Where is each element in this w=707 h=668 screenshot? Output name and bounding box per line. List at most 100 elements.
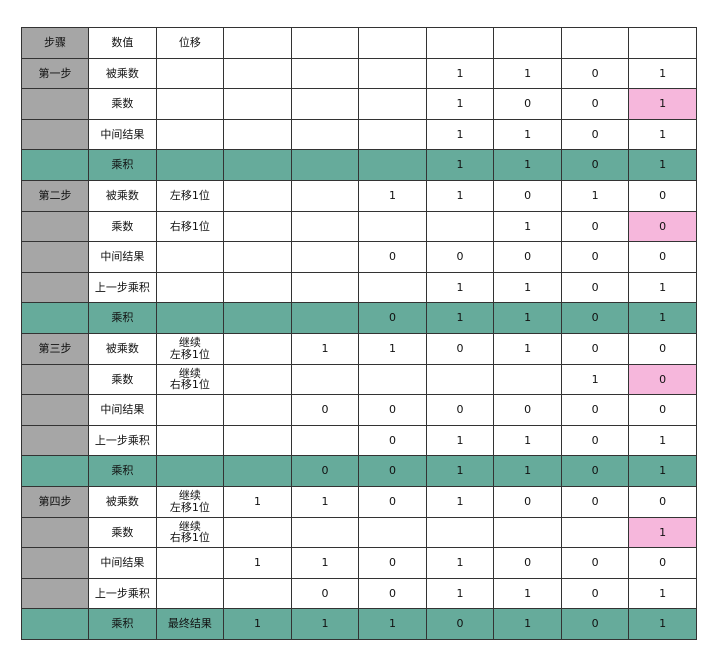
table-row: 乘数 1 0 0 1 [20,88,697,120]
bit-cell [560,27,630,59]
shift-cell [155,577,225,610]
bit-cell [358,363,427,396]
shift-cell [155,241,225,273]
value-label-cell: 被乘数 [88,57,157,90]
bit-cell: 0 [560,241,630,273]
bit-cell: 1 [560,179,630,212]
bit-cell: 1 [223,608,292,640]
bit-cell [223,332,292,365]
bit-cell [290,516,360,549]
table-row: 上一步乘积 0 0 1 1 0 1 [20,577,697,610]
table-row: 第三步 被乘数 继续 左移1位 1 1 0 1 0 0 [20,332,697,365]
bit-cell: 0 [560,210,630,243]
table-row: 上一步乘积 1 1 0 1 [20,271,697,304]
bit-cell [223,210,292,243]
value-label-cell: 中间结果 [88,394,157,426]
shift-cell [155,271,225,304]
bit-cell [425,516,495,549]
bit-cell [223,179,292,212]
bit-cell: 0 [290,455,360,487]
bit-cell: 1 [493,149,562,181]
bit-cell [358,516,427,549]
bit-cell: 0 [560,608,630,640]
step-cell [20,118,90,151]
bit-cell: 1 [358,608,427,640]
value-label-cell: 乘积 [88,608,157,640]
bit-cell [290,118,360,151]
shift-cell: 最终结果 [155,608,225,640]
value-label-cell: 乘数 [88,363,157,396]
bit-cell [425,27,495,59]
bit-cell: 0 [560,394,630,426]
bit-cell: 1 [425,179,495,212]
bit-cell [223,27,292,59]
product-row: 乘积 最终结果 1 1 1 0 1 0 1 [20,608,697,640]
step-cell [20,547,90,579]
step-cell [20,577,90,610]
shift-cell: 继续 右移1位 [155,516,225,549]
bit-cell [290,271,360,304]
bit-cell: 0 [290,394,360,426]
bit-cell: 1 [425,88,495,120]
bit-cell: 1 [425,455,495,487]
bit-cell [290,424,360,457]
step-cell [20,394,90,426]
step-cell [20,608,90,640]
shift-cell: 继续 左移1位 [155,332,225,365]
step-cell: 第二步 [20,179,90,212]
product-row: 乘积 0 0 1 1 0 1 [20,455,697,487]
bit-cell [358,271,427,304]
bit-cell [290,149,360,181]
table-row: 中间结果 1 1 0 1 [20,118,697,151]
bit-cell: 0 [493,485,562,518]
bit-cell: 0 [560,455,630,487]
table-row: 乘数 继续 右移1位 1 0 [20,363,697,396]
bit-cell: 0 [358,547,427,579]
shift-cell: 继续 右移1位 [155,363,225,396]
bit-cell [223,455,292,487]
bit-cell: 0 [493,547,562,579]
bit-cell: 1 [425,118,495,151]
bit-cell [290,210,360,243]
table-row: 第一步 被乘数 1 1 0 1 [20,57,697,90]
table-row: 中间结果 0 0 0 0 0 0 [20,394,697,426]
bit-cell: 1 [493,210,562,243]
bit-cell [223,88,292,120]
bit-cell [223,57,292,90]
bit-cell [358,88,427,120]
bit-cell [223,241,292,273]
shift-cell [155,149,225,181]
bit-cell: 1 [628,608,697,640]
bit-cell: 0 [358,455,427,487]
bit-cell: 0 [358,394,427,426]
step-cell [20,88,90,120]
value-label-cell: 乘积 [88,149,157,181]
step-cell [20,424,90,457]
bit-cell: 0 [425,332,495,365]
bit-cell [223,118,292,151]
bit-cell [290,88,360,120]
bit-cell: 1 [493,608,562,640]
bit-cell [290,27,360,59]
shift-cell: 继续 左移1位 [155,485,225,518]
shift-cell [155,455,225,487]
bit-cell: 0 [628,363,697,396]
bit-cell: 0 [560,88,630,120]
bit-cell: 1 [223,485,292,518]
bit-cell: 0 [560,577,630,610]
shift-cell [155,394,225,426]
bit-cell: 1 [493,57,562,90]
value-label-cell: 乘积 [88,455,157,487]
bit-cell: 1 [223,547,292,579]
bit-cell: 0 [560,118,630,151]
table-row: 第四步 被乘数 继续 左移1位 1 1 0 1 0 0 0 [20,485,697,518]
bit-cell [493,516,562,549]
bit-cell [223,577,292,610]
bit-cell: 1 [628,516,697,549]
bit-cell [290,363,360,396]
bit-cell: 1 [425,57,495,90]
bit-cell: 1 [290,332,360,365]
step-cell [20,271,90,304]
bit-cell: 0 [628,485,697,518]
bit-cell: 1 [425,547,495,579]
